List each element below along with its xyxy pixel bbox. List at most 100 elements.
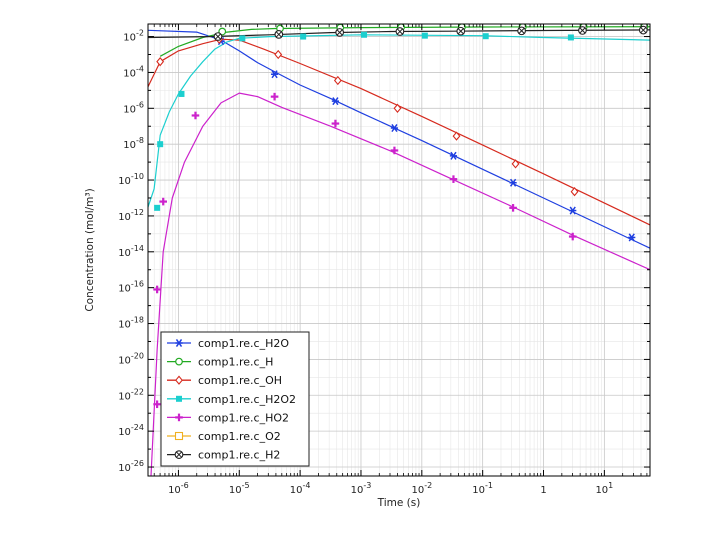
marker-ho2 xyxy=(159,197,168,206)
series-markers xyxy=(153,16,649,409)
marker-h2 xyxy=(456,26,466,36)
y-tick-label: 10-10 xyxy=(118,172,144,187)
marker-h2o xyxy=(270,70,279,79)
marker-h2 xyxy=(395,27,405,36)
marker-ho2 xyxy=(568,232,577,241)
marker-ho2 xyxy=(191,111,200,120)
marker-oh xyxy=(393,103,402,113)
series-line-oh xyxy=(148,38,650,226)
grid-major xyxy=(148,24,650,476)
marker-h2 xyxy=(213,32,223,41)
legend-item-h: comp1.re.c_H xyxy=(167,356,273,369)
legend-item-h2o: comp1.re.c_H2O xyxy=(167,337,289,350)
plot-frame xyxy=(147,23,651,477)
marker-h2o2 xyxy=(421,32,428,39)
legend-marker-h2o2 xyxy=(175,395,182,402)
marker-h2o2 xyxy=(361,31,368,38)
marker-h2 xyxy=(274,30,284,39)
marker-h2o xyxy=(628,233,636,242)
y-tick-label: 10-8 xyxy=(123,136,144,151)
y-tick-label: 10-18 xyxy=(118,316,144,331)
x-tick-labels: 10-6 10-5 10-4 10-3 10-2 10-1 1 101 xyxy=(168,481,613,496)
x-tick-label: 10-1 xyxy=(472,481,493,496)
y-tick-label: 10-26 xyxy=(118,459,144,474)
marker-h2o2 xyxy=(154,204,161,211)
legend-marker-h xyxy=(175,357,183,366)
marker-h2o2 xyxy=(482,33,489,40)
marker-o2 xyxy=(488,16,495,23)
marker-oh xyxy=(333,75,342,86)
marker-h2 xyxy=(578,26,587,35)
legend-marker-o2 xyxy=(174,431,184,441)
marker-h2o xyxy=(569,206,577,215)
legend-label-h2o: comp1.re.c_H2O xyxy=(198,337,289,350)
marker-ho2 xyxy=(331,119,340,128)
series-line-h xyxy=(159,26,650,57)
marker-oh xyxy=(274,49,283,60)
legend-label-h2: comp1.re.c_H2 xyxy=(198,449,280,462)
marker-o2 xyxy=(379,16,386,23)
marker-ho2 xyxy=(270,92,279,101)
marker-ho2 xyxy=(153,400,161,409)
legend-label-h2o2: comp1.re.c_H2O2 xyxy=(198,393,296,406)
marker-h2o2 xyxy=(300,33,307,40)
marker-o2 xyxy=(543,16,550,23)
legend-item-oh: comp1.re.c_OH xyxy=(167,374,282,387)
x-tick-label: 1 xyxy=(540,485,546,496)
y-axis-title: Concentration (mol/m³) xyxy=(84,188,96,311)
marker-o2 xyxy=(324,16,331,23)
x-tick-label: 10-5 xyxy=(229,481,250,496)
x-tick-label: 10-3 xyxy=(351,481,372,496)
marker-h2o xyxy=(390,124,399,133)
legend-item-h2: comp1.re.c_H2 xyxy=(167,449,280,462)
marker-o2 xyxy=(434,16,441,23)
legend-label-oh: comp1.re.c_OH xyxy=(198,374,282,387)
y-tick-label: 10-16 xyxy=(118,280,144,295)
legend-marker-oh xyxy=(175,375,183,385)
legend-marker-ho2 xyxy=(175,413,183,422)
marker-ho2 xyxy=(449,175,458,183)
marker-oh xyxy=(570,187,579,197)
legend-item-o2: comp1.re.c_O2 xyxy=(167,430,281,443)
x-tick-label: 10-4 xyxy=(290,481,311,496)
y-tick-label: 10-12 xyxy=(118,208,144,223)
marker-o2 xyxy=(214,16,221,23)
x-axis-title: Time (s) xyxy=(377,497,421,509)
marker-h2o2 xyxy=(567,34,574,41)
series-line-h2o2 xyxy=(148,34,650,208)
marker-ho2 xyxy=(390,146,399,155)
y-tick-label: 10-4 xyxy=(123,64,144,79)
marker-h2o2 xyxy=(178,90,185,97)
y-tick-label: 10-20 xyxy=(118,351,144,366)
y-tick-label: 10-14 xyxy=(118,244,144,259)
y-tick-label: 10-6 xyxy=(123,100,144,115)
legend-label-h: comp1.re.c_H xyxy=(198,356,273,369)
legend-item-h2o2: comp1.re.c_H2O2 xyxy=(167,393,296,406)
x-tick-label: 10-6 xyxy=(168,481,189,496)
legend-marker-h2 xyxy=(174,450,184,459)
axis-ticks xyxy=(148,24,650,476)
marker-o2 xyxy=(269,16,276,23)
marker-h2 xyxy=(638,25,648,35)
legend-marker-h2o xyxy=(175,338,183,348)
x-tick-label: 101 xyxy=(595,481,613,496)
y-tick-label: 10-24 xyxy=(118,423,144,438)
marker-ho2 xyxy=(509,204,517,212)
legend-label-ho2: comp1.re.c_HO2 xyxy=(198,411,289,424)
marker-oh xyxy=(156,57,165,67)
marker-o2 xyxy=(598,16,605,23)
marker-h2o xyxy=(331,97,340,106)
marker-h2o2 xyxy=(239,35,246,42)
legend: comp1.re.c_H2O comp1.re.c_H comp1.re.c_OHc… xyxy=(160,331,310,467)
marker-h2 xyxy=(517,26,526,36)
legend-label-o2: comp1.re.c_O2 xyxy=(198,430,281,443)
y-tick-label: 10-22 xyxy=(118,387,144,402)
marker-h2o xyxy=(449,151,458,160)
marker-ho2 xyxy=(153,285,161,294)
x-tick-label: 10-2 xyxy=(411,481,432,496)
y-tick-label: 10-2 xyxy=(123,29,144,44)
marker-oh xyxy=(452,131,461,141)
marker-oh xyxy=(511,159,520,169)
legend-item-ho2: comp1.re.c_HO2 xyxy=(167,411,289,424)
